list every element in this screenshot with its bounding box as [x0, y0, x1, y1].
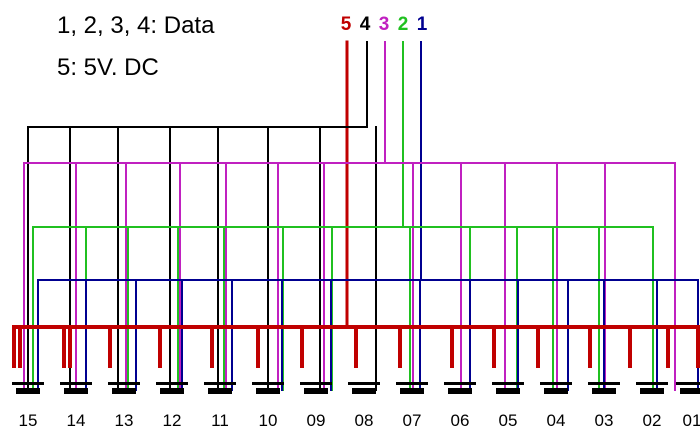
device-connector-15 — [16, 388, 40, 394]
device-connector-09 — [304, 388, 328, 394]
pin-label-4: 4 — [359, 14, 371, 35]
device-pad-11 — [204, 382, 236, 385]
device-label-12: 12 — [162, 411, 182, 430]
pin-label-3: 3 — [378, 14, 390, 35]
device-connector-11 — [208, 388, 232, 394]
device-pad-02 — [636, 382, 668, 385]
device-label-06: 06 — [450, 411, 470, 430]
device-pad-10 — [252, 382, 284, 385]
device-connector-10 — [256, 388, 280, 394]
device-connector-07 — [400, 388, 424, 394]
device-label-07: 07 — [402, 411, 422, 430]
device-label-13: 13 — [114, 411, 134, 430]
device-label-08: 08 — [354, 411, 374, 430]
device-label-04: 04 — [546, 411, 566, 430]
device-connector-05 — [496, 388, 520, 394]
device-label-09: 09 — [306, 411, 326, 430]
pin-label-5: 5 — [340, 14, 352, 35]
device-pad-07 — [396, 382, 428, 385]
device-pad-14 — [60, 382, 92, 385]
device-pad-05 — [492, 382, 524, 385]
device-label-02: 02 — [642, 411, 662, 430]
device-label-01: 01 — [682, 411, 700, 430]
device-connector-14 — [64, 388, 88, 394]
device-pad-03 — [588, 382, 620, 385]
device-pad-08 — [348, 382, 380, 385]
device-connector-04 — [544, 388, 568, 394]
device-connector-13 — [112, 388, 136, 394]
device-pad-12 — [156, 382, 188, 385]
pin-label-2: 2 — [397, 14, 409, 35]
legend-power-line: 5: 5V. DC — [57, 54, 159, 81]
device-pad-09 — [300, 382, 332, 385]
device-label-15: 15 — [18, 411, 38, 430]
legend-data-lines: 1, 2, 3, 4: Data — [57, 12, 215, 39]
device-pad-15 — [12, 382, 44, 385]
device-connector-02 — [640, 388, 664, 394]
device-pad-13 — [108, 382, 140, 385]
device-pad-04 — [540, 382, 572, 385]
device-connector-12 — [160, 388, 184, 394]
device-connector-03 — [592, 388, 616, 394]
device-label-10: 10 — [258, 411, 278, 430]
device-label-11: 11 — [211, 411, 229, 430]
device-pad-06 — [444, 382, 476, 385]
pin-label-1: 1 — [416, 14, 428, 35]
device-label-03: 03 — [594, 411, 614, 430]
device-pad-01 — [676, 382, 700, 385]
device-connector-01 — [680, 388, 700, 394]
device-label-05: 05 — [498, 411, 518, 430]
device-connector-06 — [448, 388, 472, 394]
device-connector-08 — [352, 388, 376, 394]
device-label-14: 14 — [66, 411, 86, 430]
